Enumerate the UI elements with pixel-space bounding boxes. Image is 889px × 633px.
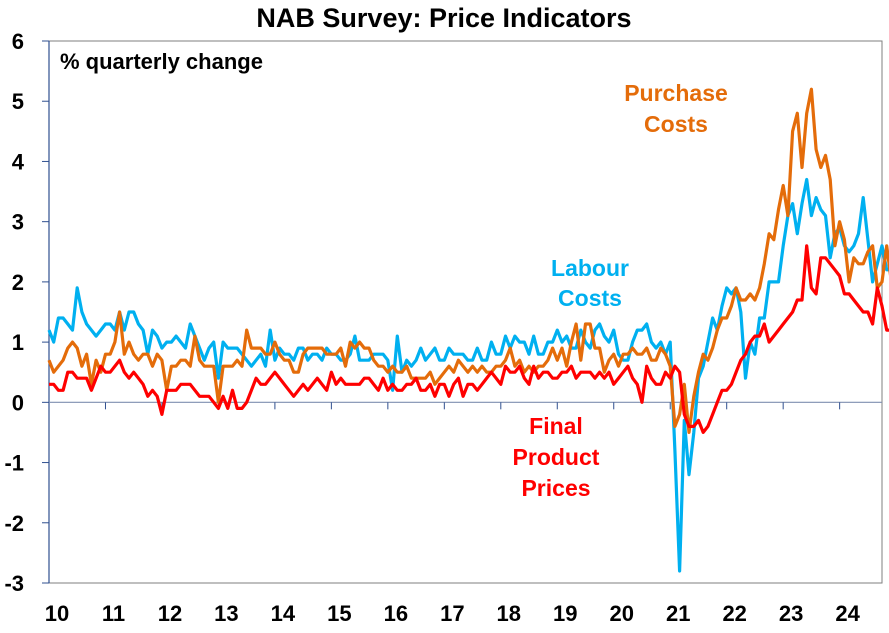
x-tick-label: 21: [666, 601, 690, 626]
x-axis: 10 11 12 13 14 15 16 17 18 19 20 21 22 23 24: [45, 401, 882, 626]
series-label-line: Purchase: [624, 80, 728, 106]
plot-area: [48, 40, 883, 584]
x-tick-label: 16: [384, 601, 408, 626]
x-tick-label: 15: [327, 601, 351, 626]
series-label-labour-costs: Labour Costs: [551, 255, 629, 311]
x-tick-label: 12: [158, 601, 182, 626]
y-tick-label: -2: [4, 511, 24, 536]
series-lines: [47, 87, 889, 573]
x-tick-label: 11: [102, 601, 125, 626]
x-tick-label: 20: [610, 601, 634, 626]
y-tick-label: -3: [4, 571, 24, 596]
y-tick-label: 0: [12, 390, 24, 415]
y-tick-label: 4: [12, 149, 25, 174]
x-tick-label: 19: [553, 601, 577, 626]
series-line-final-product-prices: [49, 244, 889, 434]
y-axis-unit-label: % quarterly change: [60, 49, 263, 74]
series-label-purchase-costs: Purchase Costs: [624, 80, 728, 137]
y-tick-label: 5: [12, 89, 24, 114]
x-tick-label: 24: [835, 601, 860, 626]
series-label-line: Costs: [644, 111, 708, 137]
y-tick-label: 3: [12, 210, 24, 235]
x-tick-label: 23: [779, 601, 803, 626]
chart-title: NAB Survey: Price Indicators: [256, 3, 631, 33]
x-tick-label: 18: [497, 601, 521, 626]
y-tick-label: 2: [12, 270, 24, 295]
series-labels: Labour Costs Purchase Costs Final Product Pric…: [513, 80, 728, 501]
series-label-line: Labour: [551, 255, 629, 281]
x-tick-label: 14: [271, 601, 296, 626]
x-tick-label: 17: [440, 601, 464, 626]
series-label-line: Costs: [558, 285, 622, 311]
y-tick-label: -1: [4, 451, 24, 476]
series-label-line: Final: [529, 413, 583, 439]
y-axis: 6 5 4 3 2 1 0 -1 -2 -3: [4, 29, 50, 596]
x-tick-label: 13: [214, 601, 238, 626]
y-tick-label: 6: [12, 29, 24, 54]
series-label-final-product-prices: Final Product Prices: [513, 413, 600, 501]
series-label-line: Prices: [521, 475, 590, 501]
y-tick-label: 1: [12, 330, 24, 355]
x-tick-label: 22: [722, 601, 746, 626]
series-label-line: Product: [513, 444, 600, 470]
x-tick-label: 10: [45, 601, 69, 626]
